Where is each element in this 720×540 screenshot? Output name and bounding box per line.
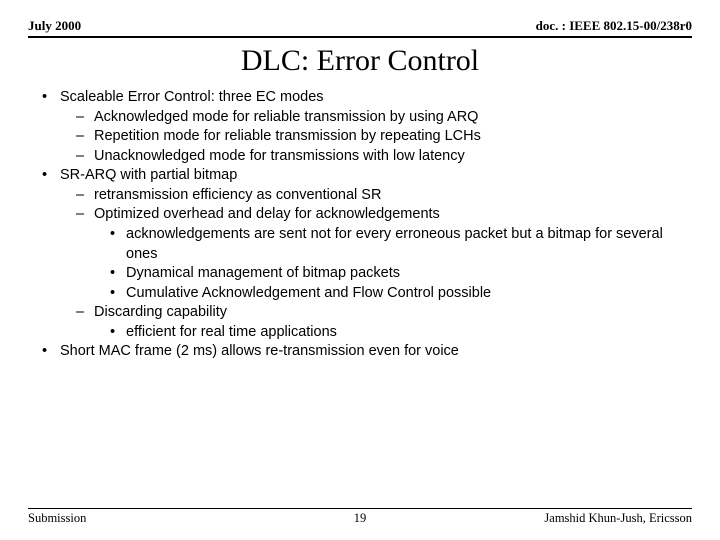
header-right: doc. : IEEE 802.15-00/238r0 bbox=[536, 18, 692, 34]
list-item: SR-ARQ with partial bitmap retransmissio… bbox=[38, 166, 692, 342]
slide-page: July 2000 doc. : IEEE 802.15-00/238r0 DL… bbox=[0, 0, 720, 540]
list-item: Discarding capability efficient for real… bbox=[72, 303, 692, 342]
bullet-text: Scaleable Error Control: three EC modes bbox=[60, 89, 324, 105]
page-title: DLC: Error Control bbox=[28, 44, 692, 78]
list-item: Acknowledged mode for reliable transmiss… bbox=[72, 108, 692, 128]
bullet-text: Repetition mode for reliable transmissio… bbox=[94, 128, 481, 144]
footer-row: Submission 19 Jamshid Khun-Jush, Ericsso… bbox=[28, 508, 692, 526]
list-item: Cumulative Acknowledgement and Flow Cont… bbox=[106, 284, 692, 304]
list-item: Short MAC frame (2 ms) allows re-transmi… bbox=[38, 342, 692, 362]
bullet-text: acknowledgements are sent not for every … bbox=[126, 226, 663, 262]
content-area: Scaleable Error Control: three EC modes … bbox=[28, 88, 692, 504]
bullet-text: Unacknowledged mode for transmissions wi… bbox=[94, 148, 465, 164]
header-left: July 2000 bbox=[28, 18, 81, 34]
bullet-list: Scaleable Error Control: three EC modes … bbox=[28, 88, 692, 362]
list-item: acknowledgements are sent not for every … bbox=[106, 225, 692, 264]
list-item: efficient for real time applications bbox=[106, 323, 692, 343]
bullet-text: Short MAC frame (2 ms) allows re-transmi… bbox=[60, 343, 459, 359]
footer-left: Submission bbox=[28, 511, 86, 526]
bullet-text: Cumulative Acknowledgement and Flow Cont… bbox=[126, 285, 491, 301]
footer-right: Jamshid Khun-Jush, Ericsson bbox=[544, 511, 692, 526]
list-item: Scaleable Error Control: three EC modes … bbox=[38, 88, 692, 166]
list-item: Unacknowledged mode for transmissions wi… bbox=[72, 147, 692, 167]
bullet-text: Discarding capability bbox=[94, 304, 227, 320]
bullet-text: efficient for real time applications bbox=[126, 324, 337, 340]
bullet-text: SR-ARQ with partial bitmap bbox=[60, 167, 237, 183]
bullet-text: Dynamical management of bitmap packets bbox=[126, 265, 400, 281]
footer-center: 19 bbox=[354, 511, 367, 526]
bullet-text: retransmission efficiency as conventiona… bbox=[94, 187, 381, 203]
list-item: Optimized overhead and delay for acknowl… bbox=[72, 205, 692, 303]
list-item: Repetition mode for reliable transmissio… bbox=[72, 127, 692, 147]
bullet-text: Acknowledged mode for reliable transmiss… bbox=[94, 109, 478, 125]
bullet-text: Optimized overhead and delay for acknowl… bbox=[94, 206, 440, 222]
list-item: retransmission efficiency as conventiona… bbox=[72, 186, 692, 206]
header-row: July 2000 doc. : IEEE 802.15-00/238r0 bbox=[28, 18, 692, 38]
list-item: Dynamical management of bitmap packets bbox=[106, 264, 692, 284]
